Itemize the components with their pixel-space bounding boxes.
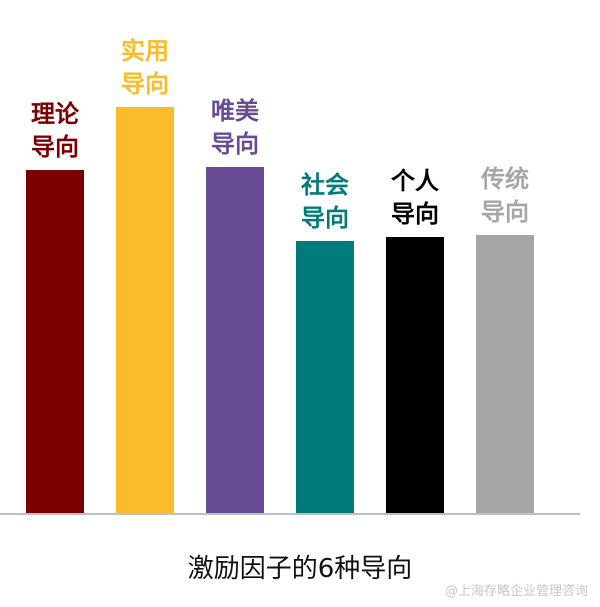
bar <box>386 237 444 513</box>
bar <box>116 107 174 513</box>
bar-label: 社会导向 <box>301 171 349 232</box>
baseline <box>0 513 580 515</box>
bar <box>206 167 264 513</box>
watermark: @上海存略企业管理咨询 <box>444 584 588 599</box>
bar-label: 实用导向 <box>121 37 169 98</box>
bar <box>296 241 354 513</box>
bar-label: 唯美导向 <box>211 97 259 158</box>
bar-label: 传统导向 <box>481 165 529 226</box>
bar <box>476 235 534 513</box>
bar-label: 理论导向 <box>31 100 79 161</box>
chart-title: 激励因子的6种导向 <box>187 554 413 584</box>
bar-label: 个人导向 <box>391 167 439 228</box>
bar <box>26 170 84 513</box>
